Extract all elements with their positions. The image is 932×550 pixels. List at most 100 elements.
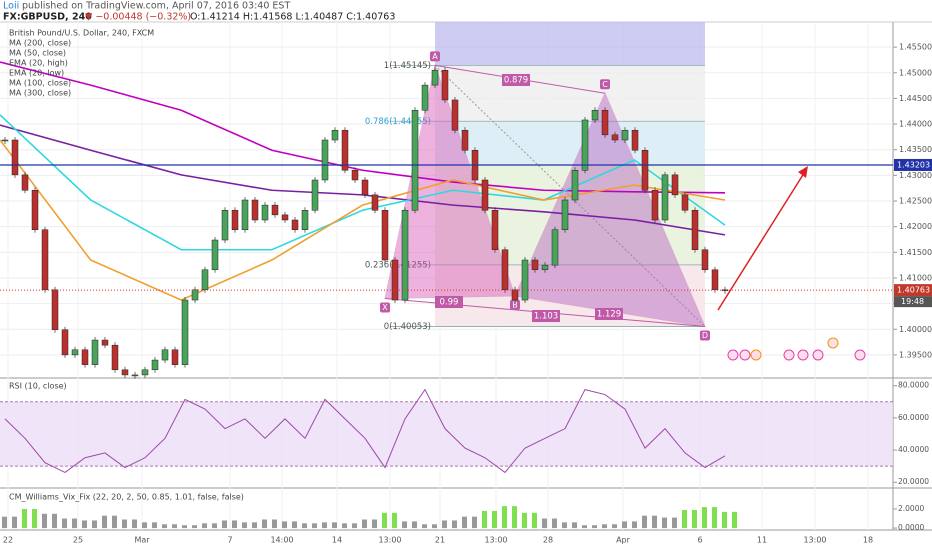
x-tick-label: 22 — [3, 536, 13, 545]
candle — [321, 139, 329, 181]
candle — [661, 174, 669, 221]
x-tick-label: Apr — [616, 536, 631, 545]
hline-label-box — [894, 158, 932, 171]
rsi-tick-label: 60.0000 — [898, 413, 929, 422]
vix-bar — [612, 524, 617, 529]
legend-entry: MA (200, close) — [9, 39, 71, 48]
candle — [591, 109, 599, 121]
vix-bar — [462, 516, 467, 529]
legend-entry: MA (100, close) — [9, 79, 71, 88]
vix-bar — [582, 525, 587, 529]
vix-bar — [392, 512, 397, 529]
vix-bar — [242, 522, 247, 529]
candle — [421, 84, 429, 111]
x-tick-label: 18 — [863, 536, 873, 545]
vix-bar — [342, 523, 347, 529]
change: ▼ −0.00448 (−0.32%) — [85, 12, 191, 23]
candle — [551, 229, 559, 266]
candle — [261, 204, 269, 221]
candle — [181, 299, 189, 365]
legend-entry: EMA (20, high) — [9, 59, 68, 68]
pattern-point-box — [510, 299, 520, 310]
rsi-tick-label: 40.0000 — [898, 445, 929, 454]
candle — [141, 369, 149, 376]
rsi-band — [0, 401, 893, 467]
candle — [41, 229, 49, 291]
vix-bar — [22, 509, 27, 529]
rsi-title: RSI (10, close) — [9, 382, 67, 391]
fib-zone — [435, 121, 705, 165]
event-icon — [797, 349, 809, 361]
candle — [161, 349, 169, 361]
y-tick-label: 1.45000 — [899, 68, 932, 77]
y-tick-label: 1.44500 — [899, 94, 932, 103]
vix-title: CM_Williams_Vix_Fix (22, 20, 2, 50, 0.85… — [9, 493, 244, 502]
x-tick-label: 28 — [543, 536, 553, 545]
candle — [211, 239, 219, 271]
candle — [501, 249, 509, 291]
vix-bar — [62, 518, 67, 529]
vix-tick-label: 0.0000 — [898, 523, 924, 532]
vix-bar — [32, 509, 37, 529]
vix-bar — [102, 515, 107, 529]
candle — [331, 129, 339, 141]
vix-bar — [232, 520, 237, 529]
vix-bar — [652, 515, 657, 529]
candle — [561, 199, 569, 231]
vix-bar — [352, 523, 357, 529]
vix-bar — [92, 520, 97, 529]
candle — [231, 210, 239, 231]
vix-bar — [142, 522, 147, 529]
arrow-head — [798, 166, 808, 178]
candle — [341, 129, 349, 171]
moving-average — [0, 139, 726, 301]
candle — [131, 374, 139, 377]
vix-bar — [732, 511, 737, 529]
candle — [531, 259, 539, 271]
vix-bar — [452, 520, 457, 529]
pattern-point-label: D — [702, 331, 708, 340]
y-tick-label: 1.44000 — [899, 120, 932, 129]
vix-bar — [82, 520, 87, 529]
vix-bar — [692, 509, 697, 529]
vix-bar — [702, 507, 707, 529]
vix-bar — [372, 519, 377, 529]
fib-label: 0.786(1.44055) — [365, 117, 431, 127]
candle — [31, 190, 39, 231]
symbol: FX:GBPUSD, 240 — [3, 12, 92, 23]
candle — [61, 329, 69, 356]
vix-bar — [382, 512, 387, 529]
candle — [221, 210, 229, 241]
event-icons — [727, 337, 866, 361]
candle — [21, 174, 29, 191]
legend-entry: MA (300, close) — [9, 89, 71, 98]
candle — [381, 210, 389, 261]
candle — [51, 289, 59, 331]
pattern-point-label: C — [602, 80, 608, 89]
y-tick-label: 1.40000 — [899, 325, 932, 334]
vix-bar — [302, 523, 307, 529]
legend-entry: British Pound/U.S. Dollar, 240, FXCM — [9, 29, 154, 38]
vix-bar — [482, 510, 487, 529]
vix-bar — [552, 518, 557, 529]
candle — [541, 264, 549, 271]
vix-bar — [402, 521, 407, 529]
y-tick-label: 1.39500 — [899, 350, 932, 359]
candle — [251, 199, 259, 221]
x-tick-label: 13:00 — [803, 536, 826, 545]
vix-bar — [572, 522, 577, 529]
y-tick-label: 1.45500 — [899, 43, 932, 52]
vix-bar — [722, 511, 727, 529]
legend-entry: EMA (20, low) — [9, 69, 64, 78]
candle — [311, 179, 319, 211]
x-tick-label: 7 — [227, 536, 232, 545]
candle — [611, 134, 619, 141]
countdown: 19:48 — [901, 297, 924, 306]
x-tick-label: 13:00 — [378, 536, 401, 545]
x-tick-label: 6 — [697, 536, 702, 545]
candle — [291, 219, 299, 231]
fib-label: 1(1.45145) — [384, 61, 431, 71]
candle — [1, 139, 9, 142]
candle — [431, 69, 439, 86]
